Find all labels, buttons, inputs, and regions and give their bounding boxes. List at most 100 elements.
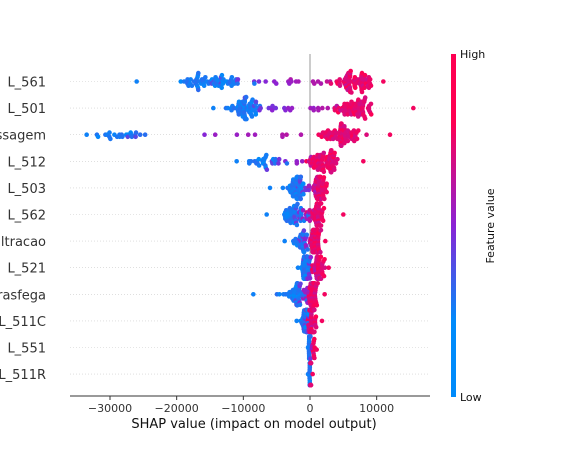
data-point: [195, 87, 201, 93]
colorbar-title: Feature value: [484, 188, 497, 263]
data-point: [267, 185, 273, 191]
data-point: [368, 101, 374, 107]
data-point: [212, 132, 218, 137]
data-point: [315, 281, 321, 286]
data-point: [367, 77, 373, 82]
data-point: [296, 79, 301, 84]
data-point: [319, 318, 325, 324]
data-point: [306, 187, 312, 193]
data-point: [318, 249, 323, 255]
data-point: [344, 101, 350, 107]
data-point: [277, 292, 282, 297]
data-point: [356, 128, 361, 133]
x-tick-label: −30000: [88, 402, 132, 415]
data-point: [300, 208, 306, 213]
data-point: [311, 107, 317, 113]
data-point: [301, 228, 307, 233]
data-point: [314, 303, 320, 308]
data-point: [234, 132, 240, 137]
colorbar: High Low Feature value: [451, 48, 497, 404]
feature-label: L_521: [7, 262, 46, 277]
data-point: [312, 355, 317, 361]
data-point: [349, 90, 354, 95]
data-point: [318, 223, 324, 228]
data-point: [273, 81, 279, 86]
data-point: [125, 134, 131, 140]
data-point: [368, 112, 374, 117]
data-point: [329, 148, 334, 153]
data-point: [362, 85, 367, 91]
data-point: [324, 189, 329, 195]
data-point: [311, 81, 317, 86]
data-point: [312, 329, 317, 335]
feature-label: ssagem: [0, 129, 46, 144]
data-point: [107, 130, 112, 135]
data-point: [312, 336, 317, 342]
data-point: [273, 105, 279, 111]
data-point: [362, 116, 368, 121]
feature-label: L_511C: [0, 315, 46, 330]
data-point: [251, 292, 256, 297]
data-point: [256, 79, 262, 84]
data-point: [328, 170, 334, 175]
data-point: [250, 97, 255, 102]
data-point: [339, 143, 344, 148]
x-axis-ticks: −30000 −20000 −10000 0 10000: [88, 396, 394, 415]
colorbar-low-label: Low: [460, 391, 482, 404]
feature-label: L_551: [7, 342, 46, 357]
data-point: [220, 81, 226, 86]
data-point: [332, 107, 338, 113]
feature-label: rasfega: [0, 288, 46, 303]
data-point: [307, 275, 313, 281]
data-point: [258, 105, 263, 111]
data-point: [328, 81, 334, 86]
data-point: [235, 81, 240, 86]
data-point: [308, 356, 313, 361]
data-point: [120, 134, 125, 140]
data-point: [322, 292, 327, 297]
data-point: [253, 99, 259, 105]
data-point: [280, 134, 285, 140]
data-point: [252, 132, 258, 137]
data-point: [345, 138, 351, 144]
data-point: [322, 196, 327, 202]
data-point: [300, 181, 306, 186]
data-point: [133, 134, 138, 140]
data-point: [221, 77, 226, 82]
data-point: [323, 238, 328, 244]
data-point: [108, 136, 113, 142]
data-point: [203, 75, 208, 80]
data-point: [322, 265, 328, 271]
data-point: [387, 132, 393, 137]
data-point: [234, 159, 239, 164]
data-point: [284, 132, 289, 137]
data-point: [248, 159, 254, 164]
data-point: [264, 152, 269, 158]
data-point: [264, 167, 270, 172]
data-point: [236, 99, 242, 105]
data-point: [320, 105, 325, 111]
data-point: [188, 77, 193, 82]
data-point: [326, 265, 331, 271]
data-point: [319, 134, 324, 140]
data-point: [133, 130, 139, 135]
data-point: [335, 156, 340, 162]
data-point: [95, 134, 101, 140]
feature-label: L_503: [7, 182, 46, 197]
data-point: [310, 371, 315, 377]
data-point: [264, 212, 269, 217]
data-point: [134, 79, 139, 84]
data-point: [297, 302, 303, 308]
data-point: [318, 201, 324, 206]
data-point: [364, 132, 369, 137]
feature-label: L_561: [7, 76, 46, 91]
data-point: [289, 79, 294, 84]
data-point: [298, 174, 304, 180]
data-point: [244, 116, 249, 122]
data-point: [294, 161, 300, 166]
data-point: [341, 212, 346, 217]
data-point: [361, 159, 366, 164]
data-point: [321, 150, 327, 156]
